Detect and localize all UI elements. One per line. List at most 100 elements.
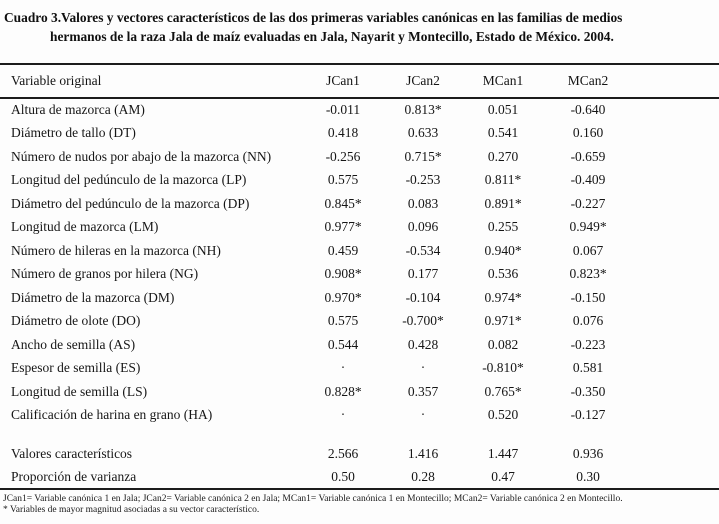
value-cell: -0.150 xyxy=(570,289,606,305)
variable-name-cell: Espesor de semilla (ES) xyxy=(11,360,141,376)
table-row: Longitud de mazorca (LM) 0.977* 0.096 0.255… xyxy=(0,216,719,240)
value-cell: 0.177 xyxy=(407,266,439,282)
table-row: Diámetro de olote (DO) 0.575 -0.700* 0.971*… xyxy=(0,310,719,334)
filler-cell xyxy=(635,466,719,490)
value-cell: -0.350 xyxy=(570,383,606,399)
value-cell: -0.253 xyxy=(405,172,441,188)
spacer-cell xyxy=(635,427,719,442)
value-cell: 0.083 xyxy=(407,195,439,211)
filler-cell xyxy=(635,98,719,122)
value-cell: -0.011 xyxy=(325,102,361,118)
table-row: Diámetro de la mazorca (DM) 0.970* -0.104 0… xyxy=(0,286,719,310)
table-row: Proporción de varianza 0.50 0.28 0.47 0.30 xyxy=(0,466,719,490)
table-row: Altura de mazorca (AM) -0.011 0.813* 0.051 -… xyxy=(0,98,719,122)
value-cell: 0.845* xyxy=(324,195,362,211)
value-cell: 0.418 xyxy=(327,125,359,141)
value-cell: 0.28 xyxy=(411,468,435,484)
table-row: Calificación de harina en grano (HA) · · 0.… xyxy=(0,404,719,428)
filler-cell xyxy=(635,380,719,404)
value-cell: 0.575 xyxy=(327,313,359,329)
value-cell: 0.051 xyxy=(487,102,519,118)
spacer-row xyxy=(0,427,719,442)
filler-cell xyxy=(635,286,719,310)
canonical-variables-table: Variable original JCan1 JCan2 MCan1 MCan… xyxy=(0,63,719,490)
variable-name-cell: Longitud de semilla (LS) xyxy=(11,383,148,399)
spacer-cell xyxy=(541,427,635,442)
footnote-abbreviations: JCan1= Variable canónica 1 en Jala; JCan… xyxy=(3,494,623,504)
variable-name-cell: Longitud del pedúnculo de la mazorca (LP… xyxy=(11,172,247,188)
value-cell: 0.575 xyxy=(327,172,359,188)
variable-name-cell: Ancho de semilla (AS) xyxy=(11,336,136,352)
header-filler-cell xyxy=(635,64,719,99)
filler-cell xyxy=(635,122,719,146)
filler-cell xyxy=(635,192,719,216)
value-cell: · xyxy=(420,360,426,376)
value-cell: 0.828* xyxy=(324,383,362,399)
filler-cell xyxy=(635,333,719,357)
table-row: Número de hileras en la mazorca (NH) 0.45… xyxy=(0,239,719,263)
spacer-cell xyxy=(465,427,541,442)
filler-cell xyxy=(635,239,719,263)
table-row: Número de granos por hilera (NG) 0.908* 0.… xyxy=(0,263,719,287)
table-row: Número de nudos por abajo de la mazorca … xyxy=(0,145,719,169)
value-cell: 0.811* xyxy=(484,172,522,188)
variable-name-cell: Calificación de harina en grano (HA) xyxy=(11,407,213,423)
spacer-cell xyxy=(381,427,465,442)
value-cell: 0.971* xyxy=(484,313,522,329)
value-cell: -0.640 xyxy=(570,102,606,118)
spacer-cell xyxy=(0,427,305,442)
value-cell: 0.581 xyxy=(572,360,604,376)
value-cell: 0.715* xyxy=(404,148,442,164)
filler-cell xyxy=(635,263,719,287)
value-cell: 0.977* xyxy=(324,219,362,235)
variable-name-cell: Diámetro de tallo (DT) xyxy=(11,125,136,141)
value-cell: 0.270 xyxy=(487,148,519,164)
value-cell: · xyxy=(420,407,426,423)
variable-name-cell: Proporción de varianza xyxy=(11,468,137,484)
table-footnotes: JCan1= Variable canónica 1 en Jala; JCan… xyxy=(0,490,719,516)
filler-cell xyxy=(635,216,719,240)
value-cell: 0.160 xyxy=(572,125,604,141)
table-row: Diámetro de tallo (DT) 0.418 0.633 0.541 0.1… xyxy=(0,122,719,146)
value-cell: -0.659 xyxy=(570,148,606,164)
value-cell: 0.076 xyxy=(572,313,604,329)
value-cell: 0.255 xyxy=(487,219,519,235)
value-cell: 0.096 xyxy=(407,219,439,235)
table-row: Longitud de semilla (LS) 0.828* 0.357 0.765… xyxy=(0,380,719,404)
filler-cell xyxy=(635,357,719,381)
value-cell: -0.534 xyxy=(405,242,441,258)
value-cell: 0.47 xyxy=(491,468,515,484)
caption-line-2: hermanos de la raza Jala de maíz evaluad… xyxy=(50,29,614,44)
value-cell: 0.428 xyxy=(407,336,439,352)
value-cell: 0.357 xyxy=(407,383,439,399)
caption-line-1: Cuadro 3.Valores y vectores característi… xyxy=(4,10,623,25)
value-cell: 0.067 xyxy=(572,242,604,258)
value-cell: -0.104 xyxy=(405,289,441,305)
value-cell: 2.566 xyxy=(327,445,359,461)
variable-name-cell: Altura de mazorca (AM) xyxy=(11,102,145,118)
value-cell: 0.970* xyxy=(324,289,362,305)
variable-name-cell: Longitud de mazorca (LM) xyxy=(11,219,159,235)
table-header: Variable original JCan1 JCan2 MCan1 MCan… xyxy=(0,64,719,99)
value-cell: 0.520 xyxy=(487,407,519,423)
value-cell: 0.30 xyxy=(576,468,600,484)
filler-cell xyxy=(635,404,719,428)
variable-name-cell: Número de hileras en la mazorca (NH) xyxy=(11,242,221,258)
value-cell: 0.949* xyxy=(569,219,607,235)
table-row: Diámetro del pedúnculo de la mazorca (DP… xyxy=(0,192,719,216)
value-cell: · xyxy=(340,360,346,376)
table-row: Longitud del pedúnculo de la mazorca (LP… xyxy=(0,169,719,193)
spacer-cell xyxy=(305,427,381,442)
table-row: Ancho de semilla (AS) 0.544 0.428 0.082 -0.2… xyxy=(0,333,719,357)
variable-name-cell: Diámetro de la mazorca (DM) xyxy=(11,289,175,305)
value-cell: 0.765* xyxy=(484,383,522,399)
column-header-jcan2: JCan2 xyxy=(381,64,465,99)
value-cell: -0.700* xyxy=(402,313,444,329)
value-cell: 0.936 xyxy=(572,445,604,461)
column-header-mcan1: MCan1 xyxy=(465,64,541,99)
value-cell: 0.536 xyxy=(487,266,519,282)
variable-name-cell: Número de nudos por abajo de la mazorca … xyxy=(11,148,272,164)
value-cell: -0.223 xyxy=(570,336,606,352)
value-cell: 0.633 xyxy=(407,125,439,141)
value-cell: 0.813* xyxy=(404,102,442,118)
